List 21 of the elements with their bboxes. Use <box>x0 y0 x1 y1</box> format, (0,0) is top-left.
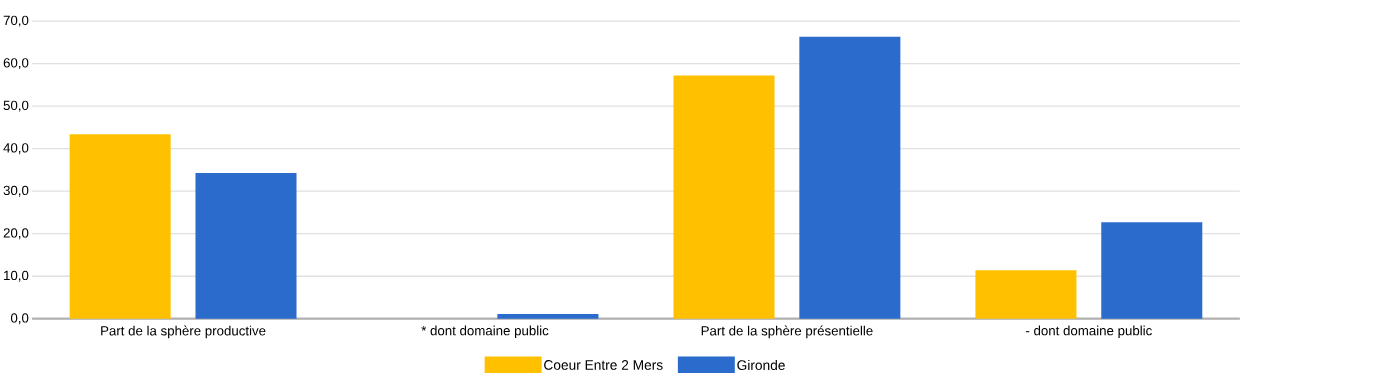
y-tick-label: 50,0 <box>3 100 29 112</box>
y-tick-label: 60,0 <box>3 58 29 70</box>
bar <box>69 134 171 319</box>
x-tick-label: * dont domaine public <box>421 325 549 339</box>
bar <box>1101 222 1203 319</box>
y-tick-label: 30,0 <box>3 185 29 197</box>
y-tick-label: 0,0 <box>10 313 29 325</box>
legend-label: Coeur Entre 2 Mers <box>544 360 663 370</box>
x-tick-label: Part de la sphère présentielle <box>701 325 873 339</box>
bar <box>195 172 297 319</box>
legend-label: Gironde <box>737 359 785 371</box>
bar <box>799 36 901 319</box>
bar <box>497 314 599 319</box>
bar <box>673 75 775 319</box>
y-tick-label: 40,0 <box>3 143 29 155</box>
bar <box>975 270 1077 319</box>
y-tick-label: 70,0 <box>3 15 29 27</box>
x-tick-label: Part de la sphère productive <box>101 325 266 339</box>
y-tick-label: 20,0 <box>3 228 29 240</box>
x-tick-label: - dont domaine public <box>1026 325 1152 339</box>
y-tick-label: 10,0 <box>4 270 29 282</box>
